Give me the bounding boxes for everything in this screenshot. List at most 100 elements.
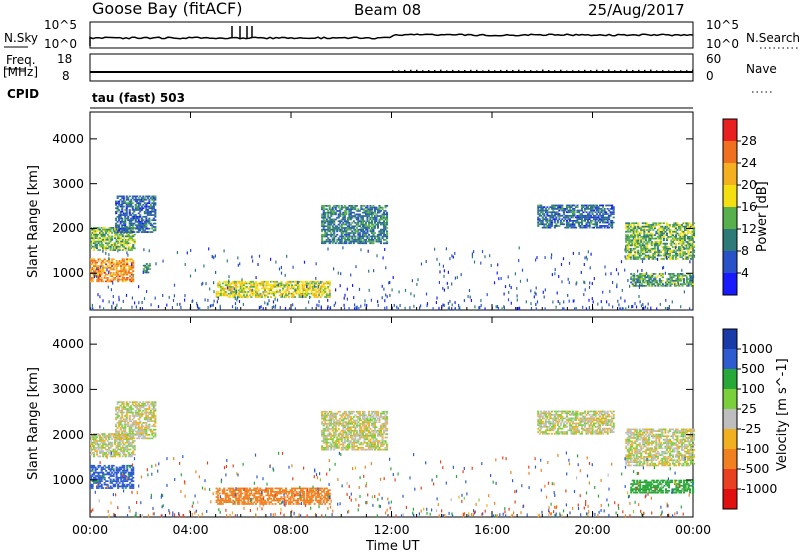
echo-cell [685,253,688,255]
echo-cell [119,420,122,422]
echo-cell [354,213,357,216]
echo-cell [269,284,272,286]
echo-cell [602,214,605,217]
echo-cell [634,227,637,230]
echo-cell [691,229,694,231]
echo-cell [306,289,309,292]
echo-cell [263,291,266,293]
echo-cell [91,434,94,437]
echo-cell [103,247,106,250]
scatter-cell [621,288,623,292]
echo-cell [103,452,106,454]
echo-cell [125,404,128,407]
echo-cell [91,273,94,276]
echo-cell [123,480,126,482]
scatter-cell [634,302,636,306]
echo-cell [301,289,304,292]
scatter-cell [216,300,218,304]
echo-cell [671,254,674,257]
echo-cell [349,210,352,212]
echo-cell [224,294,227,297]
echo-cell [550,206,553,208]
echo-cell [634,256,637,259]
echo-cell [112,266,115,269]
echo-cell [652,256,655,259]
echo-cell [130,278,133,281]
echo-cell [111,466,114,469]
echo-cell [665,247,668,250]
scatter-cell [689,260,691,264]
echo-cell [631,230,634,233]
echo-cell [691,244,694,247]
echo-cell [577,221,580,224]
echo-cell [355,227,358,229]
echo-cell [577,218,580,220]
scatter-cell [621,307,623,311]
echo-cell [597,208,600,210]
echo-cell [544,209,547,212]
echo-cell [685,256,688,259]
echo-cell [378,206,381,209]
scatter-cell [155,262,157,266]
scatter-cell [443,274,445,278]
echo-cell [556,204,559,207]
echo-cell [635,241,638,243]
echo-cell [132,233,135,236]
echo-cell [324,287,327,290]
scatter-cell [411,279,413,283]
echo-cell [597,216,600,219]
echo-cell [128,221,131,223]
echo-cell [286,280,289,283]
echo-cell [127,268,130,271]
echo-cell [127,471,130,474]
echo-cell [96,475,99,477]
echo-cell [543,218,546,220]
scatter-cell [280,265,282,269]
echo-cell [117,265,120,267]
echo-cell [245,282,248,285]
echo-cell [357,240,360,243]
echo-cell [109,239,112,241]
echo-cell [117,245,120,248]
echo-cell [93,448,96,451]
echo-cell [103,468,106,470]
echo-cell [128,432,131,434]
echo-cell [257,296,260,298]
scatter-cell [235,290,237,294]
echo-cell [235,287,238,290]
echo-cell [629,244,632,247]
echo-cell [139,401,142,403]
nave-dot [464,69,466,72]
echo-cell [149,212,152,215]
echo-cell [130,198,133,201]
echo-cell [105,249,108,251]
echo-cell [142,401,145,403]
echo-cell [253,289,256,292]
echo-cell [555,211,558,214]
echo-cell [106,266,109,269]
echo-cell [580,206,583,208]
echo-cell [130,428,133,431]
echo-cell [109,482,112,484]
scatter-cell [366,304,368,307]
echo-cell [132,266,135,269]
echo-cell [540,209,543,212]
echo-cell [128,406,131,409]
echo-cell [232,291,235,293]
echo-cell [146,420,149,422]
echo-cell [102,237,105,239]
echo-cell [378,222,381,224]
echo-cell [540,208,543,210]
scatter-cell [358,307,360,311]
echo-cell [661,227,664,230]
echo-cell [114,485,117,488]
scatter-cell [333,303,335,307]
echo-cell [102,244,105,246]
echo-cell [676,278,679,280]
echo-cell [124,441,127,444]
echo-cell [570,204,573,207]
echo-cell [274,296,277,298]
echo-cell [128,411,131,414]
echo-cell [546,221,549,224]
echo-cell [343,210,346,212]
